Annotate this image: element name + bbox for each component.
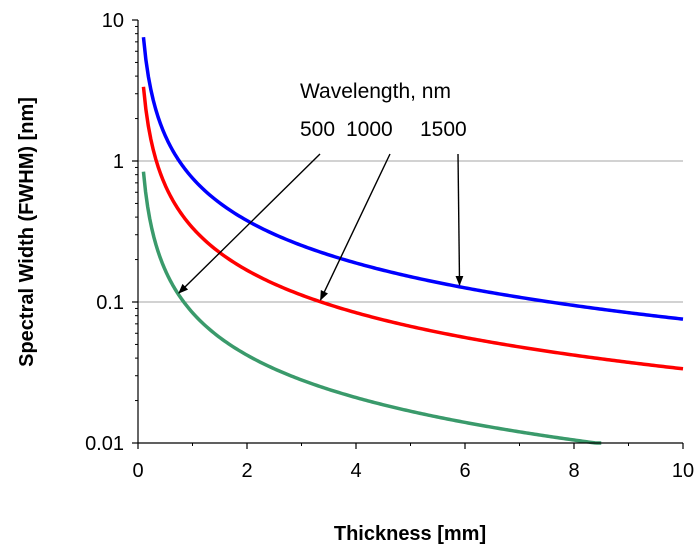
x-tick-label: 6 <box>459 460 470 482</box>
x-tick-label: 2 <box>241 460 252 482</box>
x-tick-label: 8 <box>568 460 579 482</box>
arrow-1000 <box>319 153 391 301</box>
series-layer <box>141 36 684 445</box>
annotation-label-500: 500 <box>300 118 335 141</box>
tick-layer: 0.01 0.1 1 10 0 2 4 6 8 10 <box>85 10 694 482</box>
y-tick-label: 10 <box>102 10 124 32</box>
annotation-heading: Wavelength, nm <box>300 80 451 103</box>
x-axis-title: Thickness [mm] <box>334 523 486 545</box>
series-line-1500 <box>141 36 684 321</box>
series-line-1000 <box>141 86 684 371</box>
x-tick-label: 0 <box>132 460 143 482</box>
y-tick-label: 0.01 <box>85 433 124 455</box>
grid-layer <box>138 160 683 303</box>
y-tick-label: 1 <box>113 151 124 173</box>
annotation-label-1500: 1500 <box>420 118 467 141</box>
arrow-500 <box>178 153 321 294</box>
arrow-1500 <box>455 153 464 286</box>
x-tick-label: 10 <box>672 460 694 482</box>
annotation-label-1000: 1000 <box>346 118 393 141</box>
x-tick-label: 4 <box>350 460 361 482</box>
annotation-layer: Wavelength, nm 500 1000 1500 <box>178 80 467 301</box>
y-tick-label: 0.1 <box>96 292 124 314</box>
y-axis-title: Spectral Width (FWHM) [nm] <box>16 97 38 367</box>
series-line-500 <box>141 171 602 445</box>
